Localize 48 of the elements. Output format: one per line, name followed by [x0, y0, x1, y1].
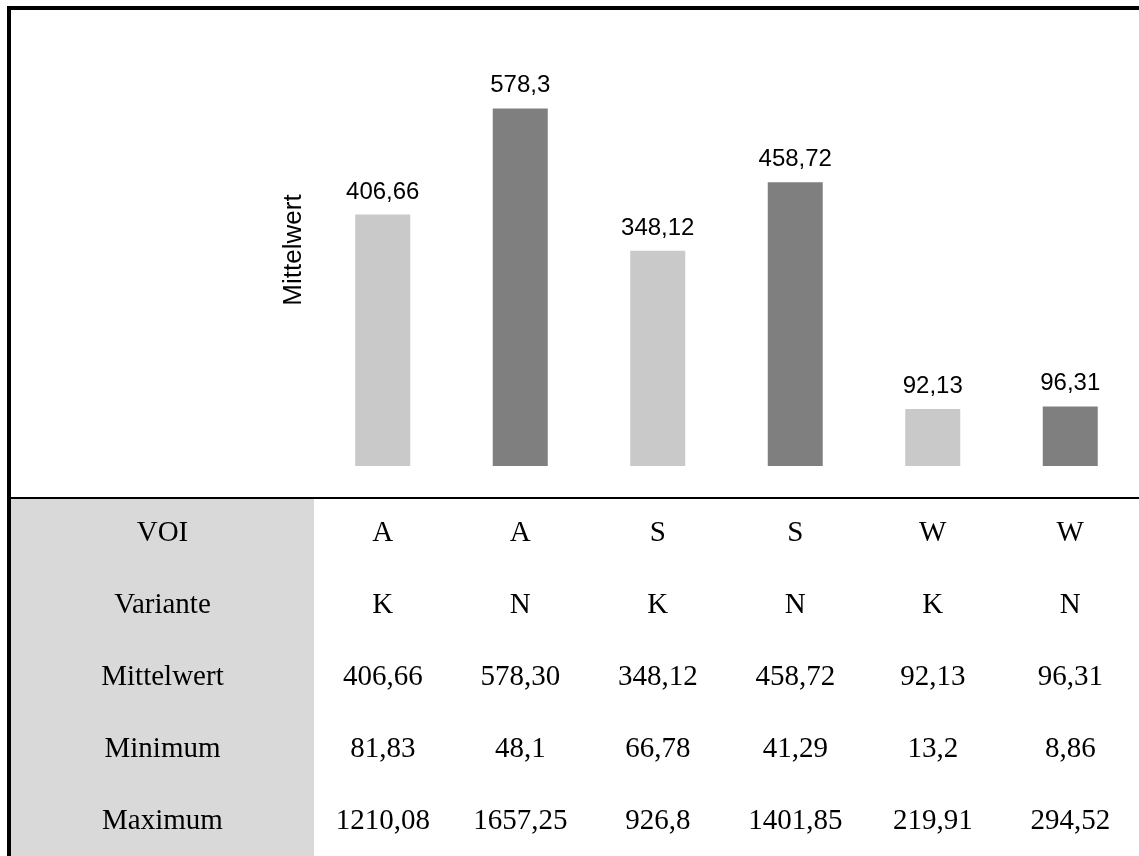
- text: K: [922, 586, 944, 619]
- text: 81,83: [350, 730, 416, 763]
- bar: [767, 182, 823, 466]
- text: 13,2: [907, 730, 959, 763]
- text: N: [509, 586, 531, 619]
- text: 41,29: [762, 730, 828, 763]
- category-label: Maximum: [102, 802, 223, 835]
- category-label: Mittelwert: [101, 658, 224, 691]
- text: 219,91: [892, 802, 973, 835]
- bar: [905, 409, 961, 466]
- text: 294,52: [1030, 802, 1111, 835]
- text: 96,31: [1037, 658, 1103, 691]
- text: K: [372, 586, 394, 619]
- text: W: [919, 514, 947, 547]
- text: A: [372, 514, 394, 547]
- data-label: 578,3: [490, 70, 551, 98]
- text: 926,8: [625, 802, 691, 835]
- category-label: VOI: [136, 514, 189, 547]
- y-axis-title: Mittelwert: [277, 193, 308, 306]
- text: 92,13: [900, 658, 966, 691]
- text: S: [649, 514, 666, 547]
- bar: [630, 250, 686, 466]
- text: 578,30: [480, 658, 561, 691]
- data-label: 458,72: [758, 144, 832, 172]
- text: 1210,08: [335, 802, 430, 835]
- text: 48,1: [494, 730, 546, 763]
- text: N: [784, 586, 806, 619]
- data-label: 406,66: [346, 176, 420, 204]
- text: 8,86: [1044, 730, 1096, 763]
- text: 1401,85: [748, 802, 843, 835]
- bar: [492, 108, 548, 466]
- text: 406,66: [342, 658, 423, 691]
- text: 1657,25: [473, 802, 568, 835]
- data-label: 348,12: [621, 212, 695, 240]
- category-label: Variante: [114, 586, 211, 619]
- text: W: [1056, 514, 1084, 547]
- text: 66,78: [625, 730, 691, 763]
- data-label: 92,13: [902, 371, 963, 399]
- data-label: 96,31: [1040, 368, 1101, 396]
- text: A: [509, 514, 531, 547]
- bar: [1042, 406, 1098, 466]
- text: K: [647, 586, 669, 619]
- text: S: [787, 514, 804, 547]
- text: 458,72: [755, 658, 836, 691]
- text: N: [1059, 586, 1081, 619]
- category-label: Minimum: [104, 730, 221, 763]
- bar: [355, 214, 411, 466]
- text: 348,12: [617, 658, 698, 691]
